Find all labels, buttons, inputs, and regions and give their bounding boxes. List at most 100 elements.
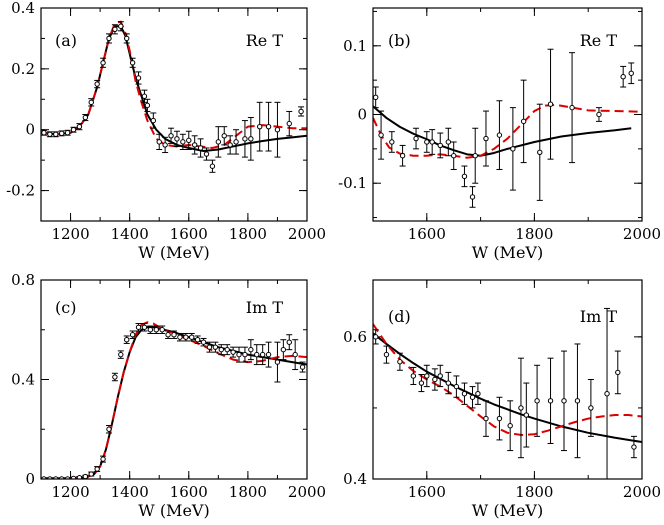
chart-d-point-marker [461, 391, 468, 397]
chart-d-point-marker [534, 398, 540, 404]
chart-b-point-marker [378, 132, 384, 138]
chart-a-point-marker [76, 123, 83, 130]
chart-c-data-point [230, 346, 237, 358]
chart-c-data-point [236, 346, 243, 363]
chart-c-point-marker [112, 374, 118, 380]
chart-b-point-marker [437, 142, 443, 149]
chart-a-point-marker [221, 133, 227, 139]
chart-a-data-point [141, 89, 148, 103]
chart-b-data-point [628, 62, 635, 85]
chart-d-panel: 1600 1800 2000 0.4 0.6 W (MeV) (d) Im T [343, 279, 661, 520]
chart-d-plot-area [373, 307, 642, 479]
chart-a-point-marker [47, 131, 53, 137]
chart-c-point-marker [218, 346, 224, 353]
chart-c-solid-fit-line [41, 326, 307, 479]
chart-b-point-marker [472, 153, 478, 159]
chart-a-data-point [46, 131, 53, 138]
chart-a-y-tick-label: 0.2 [11, 60, 35, 78]
chart-a-y-tick-label: 0.4 [11, 0, 35, 17]
chart-d-data-point [517, 357, 524, 459]
chart-c-data-point [286, 334, 293, 351]
chart-b-data-point [388, 131, 395, 153]
chart-a-point-marker [286, 120, 292, 127]
chart-b-plot-area [373, 48, 642, 208]
chart-d-y-tick-label: 0.4 [343, 470, 367, 488]
chart-b-data-point [595, 107, 602, 122]
chart-c-data-point [176, 332, 183, 342]
chart-a-dashed-fit-line [41, 20, 307, 149]
chart-a-data-point [256, 101, 263, 152]
chart-c-data-point [105, 425, 112, 434]
chart-b-point-marker [469, 194, 476, 200]
chart-c-point-marker [212, 344, 219, 350]
chart-a-data-point [105, 33, 112, 44]
chart-c-point-marker [200, 339, 207, 345]
chart-d-data-point [445, 371, 452, 395]
chart-c-point-marker [183, 334, 189, 340]
chart-a-data-point [58, 130, 65, 137]
chart-c-point-marker [171, 332, 177, 338]
chart-c-point-marker [299, 364, 306, 370]
chart-c-point-marker [147, 327, 154, 333]
chart-b-y-tick-label: 0 [357, 106, 367, 124]
chart-a-data-point [233, 129, 240, 155]
chart-c-data-point [259, 344, 266, 366]
chart-d-dashed-fit-line [373, 323, 642, 436]
chart-b-data-point [620, 65, 627, 88]
chart-c-data-point [117, 350, 124, 359]
chart-b-point-marker [547, 101, 554, 107]
chart-c-point-marker [292, 351, 298, 358]
chart-b-panel: 1600 1800 2000 -0.1 0 0.1 W (MeV) (b) Re T [338, 7, 661, 262]
chart-c-point-marker [141, 324, 148, 330]
chart-d-data-point [383, 345, 390, 364]
chart-c-point-marker [94, 466, 100, 472]
chart-c-data-point [135, 323, 142, 332]
chart-d-x-axis-title: W (MeV) [472, 501, 543, 520]
chart-a-point-marker [141, 93, 148, 99]
chart-d-x-tick-label: 1600 [408, 483, 446, 501]
chart-b-quantity-label: Re T [580, 31, 618, 50]
chart-a-y-tick-label: 0 [25, 121, 35, 139]
chart-a-data-point [215, 126, 222, 158]
chart-c-point-marker [118, 351, 124, 358]
chart-b-point-marker [520, 118, 527, 125]
chart-c-data-point [280, 339, 287, 361]
chart-c-x-axis-title: W (MeV) [138, 501, 209, 520]
chart-c-data-point [165, 330, 172, 339]
chart-c-data-point [247, 339, 254, 361]
chart-a-data-point [100, 57, 107, 68]
chart-b-solid-fit-line [373, 105, 632, 157]
chart-a-point-marker [88, 99, 94, 106]
chart-a-x-tick-label: 1600 [170, 225, 208, 243]
chart-c-point-marker [280, 346, 287, 353]
chart-c-data-point [82, 473, 89, 479]
chart-a-point-marker [186, 137, 192, 144]
chart-c-data-point [76, 475, 83, 479]
chart-b-point-marker [483, 135, 489, 142]
chart-a-point-marker [168, 133, 174, 139]
chart-d-point-marker [547, 398, 554, 404]
chart-d-data-point [418, 374, 425, 393]
chart-a-data-point [241, 120, 248, 158]
chart-b-data-point [469, 186, 476, 208]
chart-c-data-point [212, 341, 219, 353]
chart-d-data-point [482, 400, 489, 437]
chart-d-point-marker [615, 369, 621, 376]
chart-c-data-point [218, 344, 225, 356]
chart-d-panel-tag: (d) [388, 307, 411, 326]
chart-a-x-tick-label: 1800 [229, 225, 267, 243]
chart-c-point-marker [88, 471, 94, 477]
chart-b-data-point [536, 103, 543, 201]
chart-a-data-point [64, 129, 71, 136]
chart-c-data-point [159, 325, 166, 334]
chart-b-data-point [413, 127, 420, 150]
chart-a-point-marker [209, 163, 216, 169]
chart-c-data-point [129, 330, 136, 339]
chart-a-point-marker [215, 139, 222, 145]
chart-d-data-point [437, 364, 444, 388]
chart-d-point-marker [453, 383, 460, 390]
chart-a-data-point [191, 135, 198, 155]
chart-d-data-point [396, 352, 403, 371]
chart-c-data-point [241, 346, 248, 363]
chart-a-data-point [129, 57, 136, 68]
